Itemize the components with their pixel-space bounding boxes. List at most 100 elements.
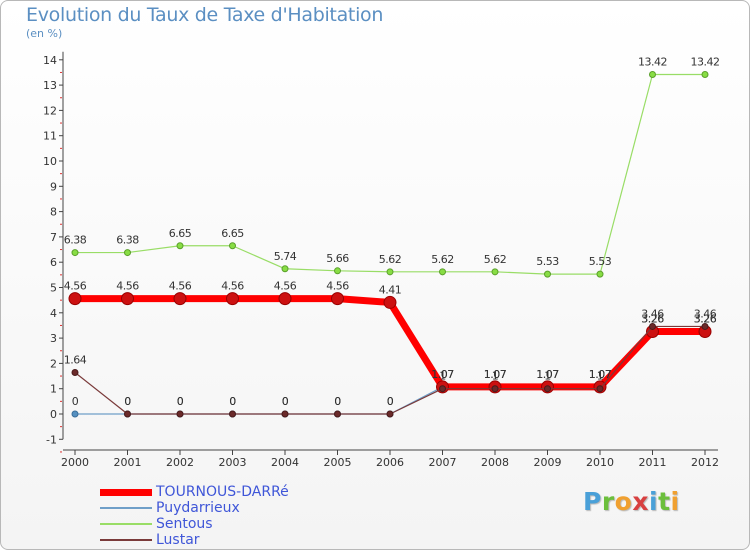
data-label: 3.26 (641, 313, 664, 326)
data-label: 5.53 (589, 255, 612, 268)
data-label: 5.66 (326, 252, 349, 265)
data-label: 6.65 (169, 227, 192, 240)
data-label: 6.65 (221, 227, 244, 240)
data-label: 0 (282, 395, 289, 408)
data-point (331, 292, 344, 306)
x-tick-label: 2003 (219, 456, 247, 469)
data-label: 1.07 (484, 368, 507, 381)
y-tick-label: 7 (50, 231, 57, 244)
data-label: 3.46 (641, 307, 664, 320)
data-label: 4.56 (274, 280, 297, 293)
data-label: 1.07 (589, 368, 612, 381)
chart-title: Evolution du Taux de Taxe d'Habitation (26, 4, 384, 26)
data-label: 4.56 (64, 280, 87, 293)
data-point (544, 385, 551, 393)
x-tick-label: 2002 (166, 456, 194, 469)
data-label: 1.07 (431, 368, 454, 381)
data-label: 1 (544, 370, 551, 383)
data-point (649, 70, 656, 78)
legend-label: Puydarrieux (156, 500, 240, 516)
legend-swatch (100, 507, 152, 509)
data-label: 0 (229, 395, 236, 408)
y-axis-unit-label: (en %) (26, 27, 63, 40)
data-label: 5.62 (431, 253, 454, 266)
y-tick-label: 14 (43, 54, 57, 67)
data-point (596, 385, 604, 393)
legend-item-tournous-darre[interactable]: TOURNOUS-DARRé (100, 484, 289, 500)
y-tick-label: 3 (50, 332, 57, 345)
data-label: 1 (439, 370, 446, 383)
data-point (386, 268, 394, 276)
data-point (544, 270, 551, 278)
x-tick-label: 2007 (429, 456, 457, 469)
chart-legend: TOURNOUS-DARRé Puydarrieux Sentous Lusta… (100, 484, 289, 548)
data-label: 0 (124, 395, 131, 408)
data-label: 3.46 (694, 307, 717, 320)
x-tick-label: 2004 (271, 456, 299, 469)
data-label: 0 (177, 395, 184, 408)
data-label: 3.26 (694, 313, 717, 326)
data-label: 1.07 (536, 368, 559, 381)
data-label: 0 (282, 395, 289, 408)
data-point (281, 410, 289, 418)
x-tick-label: 2005 (324, 456, 352, 469)
data-point (226, 292, 239, 306)
data-label: 1.07 (431, 368, 454, 381)
data-point (281, 265, 289, 273)
data-label: 13.42 (691, 55, 720, 68)
data-point (71, 249, 79, 257)
data-label: 1.07 (484, 368, 507, 381)
data-label: 3.26 (694, 313, 717, 326)
x-tick-label: 2000 (61, 456, 89, 469)
data-point (334, 267, 341, 275)
data-point (439, 268, 446, 276)
data-label: 4.56 (221, 280, 244, 293)
data-label: 0 (229, 395, 236, 408)
data-point (334, 410, 341, 418)
data-point (124, 410, 131, 418)
legend-item-puydarrieux[interactable]: Puydarrieux (100, 500, 289, 516)
x-tick-label: 2006 (376, 456, 404, 469)
data-point (701, 70, 709, 78)
data-label: 1.07 (536, 368, 559, 381)
data-label: 5.74 (274, 250, 297, 263)
y-tick-label: 0 (50, 408, 57, 421)
data-label: 4.56 (116, 280, 139, 293)
data-label: 0 (334, 395, 341, 408)
data-label: 6.38 (116, 234, 139, 247)
x-tick-label: 2008 (481, 456, 509, 469)
legend-item-lustar[interactable]: Lustar (100, 532, 289, 548)
data-label: 5.62 (379, 253, 402, 266)
y-tick-label: -1 (46, 433, 57, 446)
data-point (278, 292, 292, 306)
y-tick-label: 6 (50, 256, 57, 269)
legend-label: Sentous (156, 516, 213, 532)
data-point (229, 242, 236, 250)
data-label: 0 (177, 395, 184, 408)
data-point (383, 295, 397, 309)
legend-item-sentous[interactable]: Sentous (100, 516, 289, 532)
data-point (596, 270, 604, 278)
data-label: 5.62 (484, 253, 507, 266)
series-line (75, 73, 705, 275)
y-tick-label: 2 (50, 357, 57, 370)
y-tick-label: 12 (43, 104, 57, 117)
data-point (176, 242, 184, 250)
data-point (176, 410, 184, 418)
data-point (491, 385, 499, 393)
legend-swatch (100, 488, 152, 496)
y-tick-label: 11 (43, 130, 57, 143)
y-tick-label: 13 (43, 79, 57, 92)
data-point (491, 268, 499, 276)
y-tick-label: 1 (50, 383, 57, 396)
data-point (701, 322, 709, 330)
data-label: 0 (387, 395, 394, 408)
data-point (386, 410, 394, 418)
data-label: 0 (334, 395, 341, 408)
data-label: 0 (72, 395, 79, 408)
x-tick-label: 2009 (534, 456, 562, 469)
y-tick-label: 8 (50, 206, 57, 219)
data-label: 1.07 (589, 368, 612, 381)
